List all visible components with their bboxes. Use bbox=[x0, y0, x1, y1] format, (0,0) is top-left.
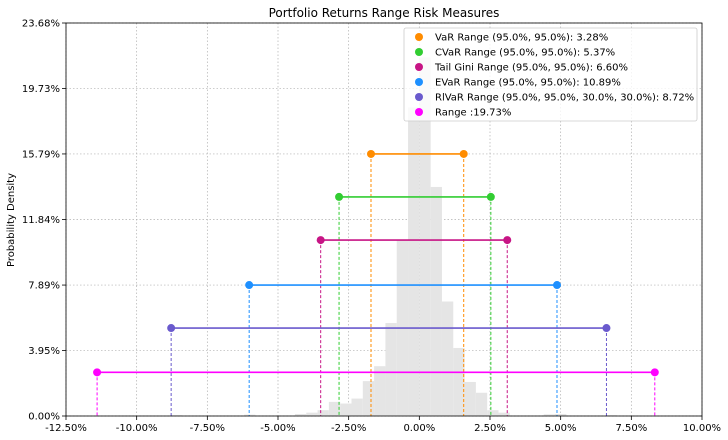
range-lower-point bbox=[316, 236, 325, 245]
legend-marker bbox=[415, 33, 423, 41]
histogram-bar bbox=[441, 301, 454, 416]
range-lower-point bbox=[335, 192, 344, 201]
histogram-bar bbox=[464, 381, 476, 416]
legend: VaR Range (95.0%, 95.0%): 3.28% CVaR Rang… bbox=[403, 27, 698, 122]
y-tick-label: 15.79% bbox=[22, 149, 60, 160]
x-tick-label: -10.00% bbox=[116, 423, 158, 434]
x-tick-label: 7.50% bbox=[615, 423, 647, 434]
range-lower-point bbox=[93, 368, 102, 377]
chart-title: Portfolio Returns Range Risk Measures bbox=[269, 6, 500, 20]
legend-marker bbox=[415, 48, 423, 56]
legend-entry: VaR Range (95.0%, 95.0%): 3.28% bbox=[435, 33, 608, 44]
legend-entry: RlVaR Range (95.0%, 95.0%, 30.0%, 30.0%)… bbox=[435, 93, 694, 104]
range-lower-point bbox=[167, 324, 176, 333]
histogram-bar bbox=[351, 398, 363, 416]
histogram-bar bbox=[317, 410, 329, 416]
histogram-bar bbox=[605, 415, 618, 416]
range-series-group bbox=[245, 281, 561, 416]
range-series-group bbox=[167, 324, 611, 416]
histogram-bar bbox=[555, 414, 567, 416]
range-series bbox=[93, 149, 659, 416]
y-tick-label: 3.95% bbox=[28, 346, 60, 357]
range-upper-point bbox=[650, 368, 659, 377]
y-tick-label: 23.68% bbox=[22, 19, 60, 30]
y-tick-label: 19.73% bbox=[22, 84, 60, 95]
range-upper-point bbox=[503, 236, 512, 245]
y-tick-label: 7.89% bbox=[28, 281, 60, 292]
x-tick-label: 0.00% bbox=[403, 423, 435, 434]
histogram-bar bbox=[408, 107, 420, 417]
histogram-bar bbox=[498, 412, 510, 416]
x-tick-label: -7.50% bbox=[190, 423, 225, 434]
y-axis-ticks: 0.00% 3.95% 7.89% 11.84% 15.79% 19.73% 23.68% bbox=[22, 19, 66, 423]
legend-marker bbox=[415, 93, 423, 101]
histogram-bar bbox=[328, 401, 341, 416]
histogram-bar bbox=[374, 366, 386, 416]
y-axis-label: Probability Density bbox=[6, 173, 17, 267]
histogram-bar bbox=[453, 347, 465, 416]
range-upper-point bbox=[602, 324, 611, 333]
legend-marker bbox=[415, 78, 423, 86]
y-tick-label: 11.84% bbox=[22, 215, 60, 226]
histogram-bar bbox=[487, 410, 499, 416]
legend-entry: Tail Gini Range (95.0%, 95.0%): 6.60% bbox=[434, 63, 628, 74]
histogram-bar bbox=[430, 186, 442, 416]
range-series-group bbox=[93, 368, 659, 416]
histogram-bar bbox=[294, 414, 307, 416]
legend-entry: EVaR Range (95.0%, 95.0%): 10.89% bbox=[435, 78, 621, 89]
x-axis-ticks: -12.50% -10.00% -7.50% -5.00% -2.50% 0.00% 2.5… bbox=[45, 416, 721, 434]
range-lower-point bbox=[245, 281, 254, 290]
x-tick-label: 5.00% bbox=[545, 423, 577, 434]
legend-entry: Range :19.73% bbox=[435, 108, 511, 119]
range-series-group bbox=[335, 192, 495, 416]
histogram-bar bbox=[419, 57, 431, 417]
range-upper-point bbox=[459, 149, 468, 158]
x-tick-label: -5.00% bbox=[260, 423, 295, 434]
x-tick-label: -2.50% bbox=[331, 423, 366, 434]
legend-marker bbox=[415, 108, 423, 116]
histogram-bar bbox=[385, 323, 397, 416]
legend-marker bbox=[415, 63, 423, 71]
range-lower-point bbox=[366, 149, 375, 158]
legend-entry: CVaR Range (95.0%, 95.0%): 5.37% bbox=[435, 48, 615, 59]
histogram-bar bbox=[306, 412, 318, 416]
histogram-bar bbox=[170, 415, 182, 416]
histogram-bar bbox=[543, 414, 556, 416]
x-tick-label: 2.50% bbox=[474, 423, 506, 434]
range-upper-point bbox=[486, 192, 495, 201]
x-tick-label: 10.00% bbox=[683, 423, 721, 434]
legend-items: VaR Range (95.0%, 95.0%): 3.28% CVaR Rang… bbox=[415, 33, 694, 119]
histogram-bar bbox=[362, 381, 375, 416]
histogram-bar bbox=[475, 392, 488, 416]
histogram-bar bbox=[340, 403, 352, 416]
x-tick-label: -12.50% bbox=[45, 423, 87, 434]
legend-box bbox=[403, 27, 698, 122]
histogram-bar bbox=[244, 414, 256, 416]
range-upper-point bbox=[552, 281, 561, 290]
y-tick-label: 0.00% bbox=[28, 412, 60, 423]
